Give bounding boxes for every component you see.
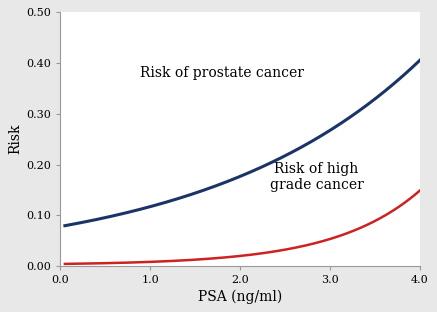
Text: Risk of prostate cancer: Risk of prostate cancer xyxy=(140,66,304,80)
Y-axis label: Risk: Risk xyxy=(8,124,22,154)
X-axis label: PSA (ng/ml): PSA (ng/ml) xyxy=(198,289,282,304)
Text: Risk of high
grade cancer: Risk of high grade cancer xyxy=(270,162,364,193)
